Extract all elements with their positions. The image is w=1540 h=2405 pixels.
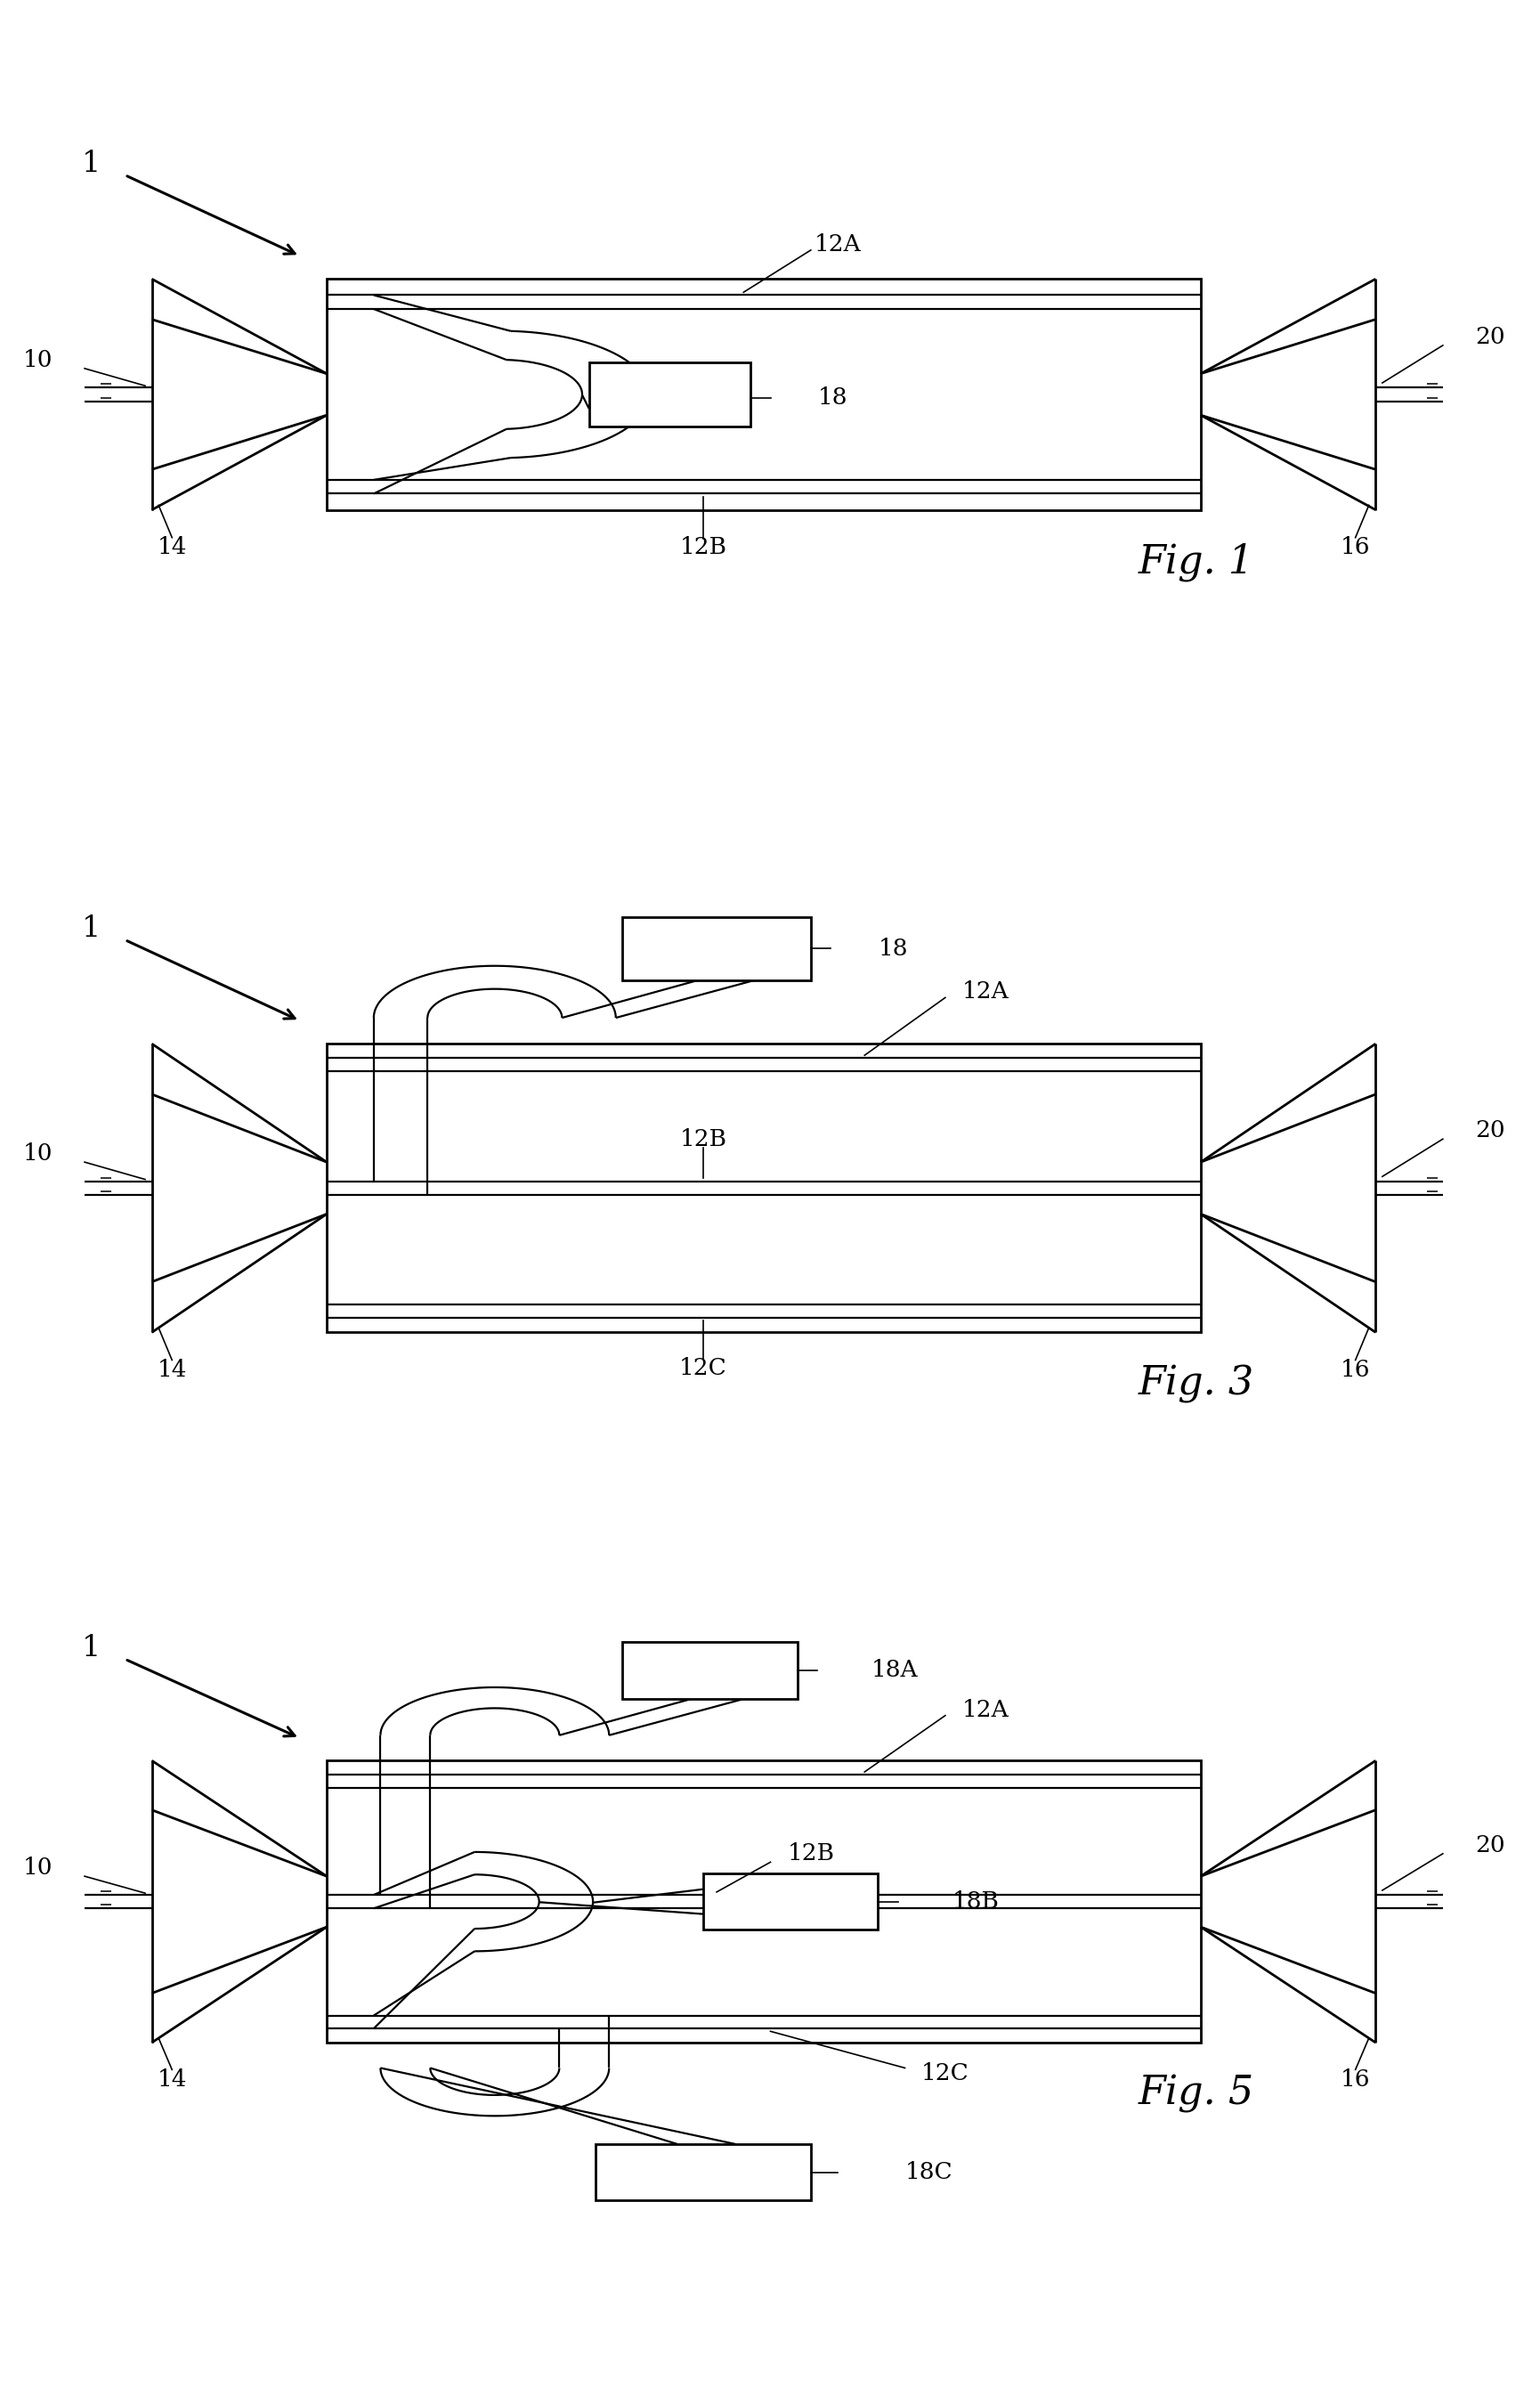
Bar xyxy=(326,1044,1200,1332)
Bar xyxy=(596,2145,810,2201)
Text: 18B: 18B xyxy=(952,1890,998,1912)
Text: Fig. 1: Fig. 1 xyxy=(1138,544,1254,582)
Text: 16: 16 xyxy=(1340,536,1369,558)
Text: 1: 1 xyxy=(82,149,100,178)
Text: 18: 18 xyxy=(818,387,847,409)
Bar xyxy=(622,916,810,981)
Text: 12B: 12B xyxy=(787,1842,833,1864)
Bar xyxy=(326,1760,1200,2042)
Text: 1: 1 xyxy=(82,914,100,943)
Text: 16: 16 xyxy=(1340,1359,1369,1380)
Text: 12B: 12B xyxy=(679,536,727,558)
Text: 18C: 18C xyxy=(904,2162,952,2184)
Text: 16: 16 xyxy=(1340,2068,1369,2090)
Bar xyxy=(622,1643,796,1698)
Text: 1: 1 xyxy=(82,1633,100,1662)
Bar xyxy=(702,1873,878,1929)
Text: 18A: 18A xyxy=(870,1659,918,1681)
Text: 10: 10 xyxy=(23,349,52,370)
Text: Fig. 3: Fig. 3 xyxy=(1138,1366,1254,1405)
Text: 14: 14 xyxy=(157,1359,186,1380)
Text: 18: 18 xyxy=(878,938,907,960)
Text: 20: 20 xyxy=(1474,1118,1505,1142)
Text: 12C: 12C xyxy=(679,1356,727,1380)
Text: 12A: 12A xyxy=(961,981,1009,1003)
Text: 12A: 12A xyxy=(813,233,861,255)
Text: 20: 20 xyxy=(1474,325,1505,349)
Text: 14: 14 xyxy=(157,536,186,558)
Text: 14: 14 xyxy=(157,2068,186,2090)
Text: 10: 10 xyxy=(23,1857,52,1878)
Text: 12A: 12A xyxy=(961,1698,1009,1722)
Bar xyxy=(326,279,1200,510)
Text: 12B: 12B xyxy=(679,1128,727,1150)
Text: Fig. 5: Fig. 5 xyxy=(1138,2073,1254,2112)
Text: 20: 20 xyxy=(1474,1835,1505,1857)
Bar xyxy=(588,363,750,426)
Text: 12C: 12C xyxy=(921,2063,969,2085)
Text: 10: 10 xyxy=(23,1142,52,1164)
